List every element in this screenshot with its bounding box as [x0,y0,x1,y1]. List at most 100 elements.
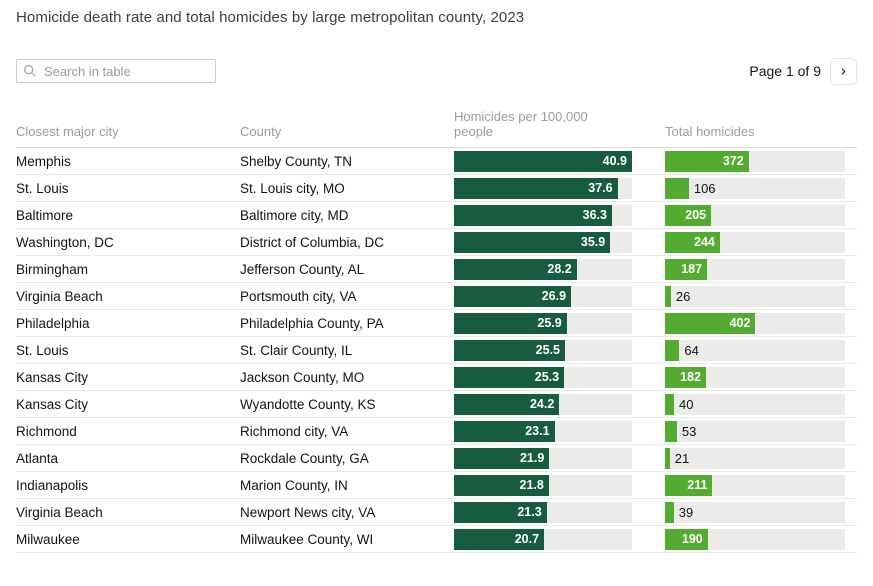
rate-bar-track: 26.9 [454,285,632,307]
city-cell: Milwaukee [16,531,80,547]
rate-bar-track: 37.6 [454,177,632,199]
table-row: Virginia Beach Portsmouth city, VA 26.9 … [16,283,857,310]
total-bar-track: 205 [665,204,845,226]
county-cell: District of Columbia, DC [240,234,385,250]
total-value-inside: 244 [694,234,715,249]
rate-bar-track: 20.7 [454,528,632,550]
total-value-inside: 372 [722,153,744,168]
total-value-outside: 64 [684,342,699,358]
county-cell: Marion County, IN [240,477,348,493]
total-bar-track: 372 [665,150,845,172]
table-row: St. Louis St. Clair County, IL 25.5 64 [16,337,857,364]
table-row: Kansas City Jackson County, MO 25.3 182 [16,364,857,391]
total-bar-track: 53 [665,420,845,442]
search-icon [24,65,36,77]
table-row: Philadelphia Philadelphia County, PA 25.… [16,310,857,337]
rate-bar: 40.9 [454,150,632,172]
column-header-county[interactable]: County [240,124,282,140]
rate-bar-track: 28.2 [454,258,632,280]
page-indicator: Page 1 of 9 [749,63,821,79]
total-bar-track: 402 [665,312,845,334]
table-row: Richmond Richmond city, VA 23.1 53 [16,418,857,445]
total-bar: 187 [665,258,708,280]
rate-value: 28.2 [547,261,572,276]
total-bar-track: 64 [665,339,845,361]
county-cell: Newport News city, VA [240,504,376,520]
table-row: Kansas City Wyandotte County, KS 24.2 40 [16,391,857,418]
city-cell: Birmingham [16,261,89,277]
total-bar [665,393,674,415]
total-bar-track: 182 [665,366,845,388]
rate-bar: 21.9 [454,447,550,469]
city-cell: Kansas City [16,396,89,412]
city-cell: Washington, DC [16,234,114,250]
chevron-right-icon: › [840,61,847,80]
city-cell: Philadelphia [16,315,90,331]
rate-bar: 20.7 [454,528,545,550]
city-cell: Kansas City [16,369,89,385]
total-bar: 190 [665,528,708,550]
total-value-inside: 190 [681,531,703,546]
total-bar: 402 [665,312,756,334]
total-bar: 211 [665,474,713,496]
search-input[interactable] [16,59,216,83]
column-header-total[interactable]: Total homicides [665,124,755,140]
county-cell: Milwaukee County, WI [240,531,374,547]
city-cell: Richmond [16,423,77,439]
table-row: Washington, DC District of Columbia, DC … [16,229,857,256]
county-cell: Wyandotte County, KS [240,396,376,412]
total-value-outside: 21 [674,450,690,466]
rate-value: 21.3 [517,504,542,519]
page-title: Homicide death rate and total homicides … [16,9,525,26]
rate-value: 25.9 [537,315,562,330]
city-cell: St. Louis [16,180,69,196]
rate-bar-track: 21.3 [454,501,632,523]
rate-bar-track: 35.9 [454,231,632,253]
rate-value: 21.8 [519,477,544,492]
total-bar-track: 244 [665,231,845,253]
total-bar: 205 [665,204,712,226]
county-cell: St. Clair County, IL [240,342,353,358]
county-cell: Baltimore city, MD [240,207,349,223]
total-bar-track: 26 [665,285,845,307]
total-bar-track: 211 [665,474,845,496]
city-cell: Indianapolis [16,477,89,493]
rate-bar-track: 21.9 [454,447,632,469]
table-body: Memphis Shelby County, TN 40.9 372 St. L… [16,148,857,553]
total-bar-track: 190 [665,528,845,550]
rate-bar: 26.9 [454,285,572,307]
total-value-inside: 182 [680,369,701,384]
rate-value: 21.9 [519,450,545,465]
rate-value: 36.3 [582,207,607,222]
county-cell: Shelby County, TN [240,153,353,169]
next-page-button[interactable]: › [830,57,857,85]
total-bar [665,177,689,199]
table-row: Atlanta Rockdale County, GA 21.9 21 [16,445,857,472]
city-cell: Virginia Beach [16,288,103,304]
search-box [16,59,216,83]
rate-value: 40.9 [602,153,627,168]
rate-value: 23.1 [525,423,550,438]
county-cell: Jefferson County, AL [240,261,365,277]
total-bar-track: 187 [665,258,845,280]
total-value-outside: 26 [675,288,691,304]
rate-bar-track: 25.9 [454,312,632,334]
table-row: Birmingham Jefferson County, AL 28.2 187 [16,256,857,283]
city-cell: Memphis [16,153,71,169]
total-bar: 182 [665,366,706,388]
rate-bar-track: 25.3 [454,366,632,388]
county-cell: Jackson County, MO [240,369,365,385]
rate-bar: 23.1 [454,420,555,442]
county-cell: Philadelphia County, PA [240,315,384,331]
total-value-inside: 205 [685,207,707,222]
column-header-rate[interactable]: Homicides per 100,000 people [454,109,588,140]
rate-bar-track: 23.1 [454,420,632,442]
total-bar-track: 21 [665,447,845,469]
rate-value: 35.9 [580,234,606,249]
rate-value: 25.3 [534,369,560,384]
column-header-city[interactable]: Closest major city [16,124,119,140]
rate-bar: 24.2 [454,393,560,415]
total-bar-track: 106 [665,177,845,199]
total-value-inside: 211 [687,477,708,492]
rate-bar: 35.9 [454,231,611,253]
